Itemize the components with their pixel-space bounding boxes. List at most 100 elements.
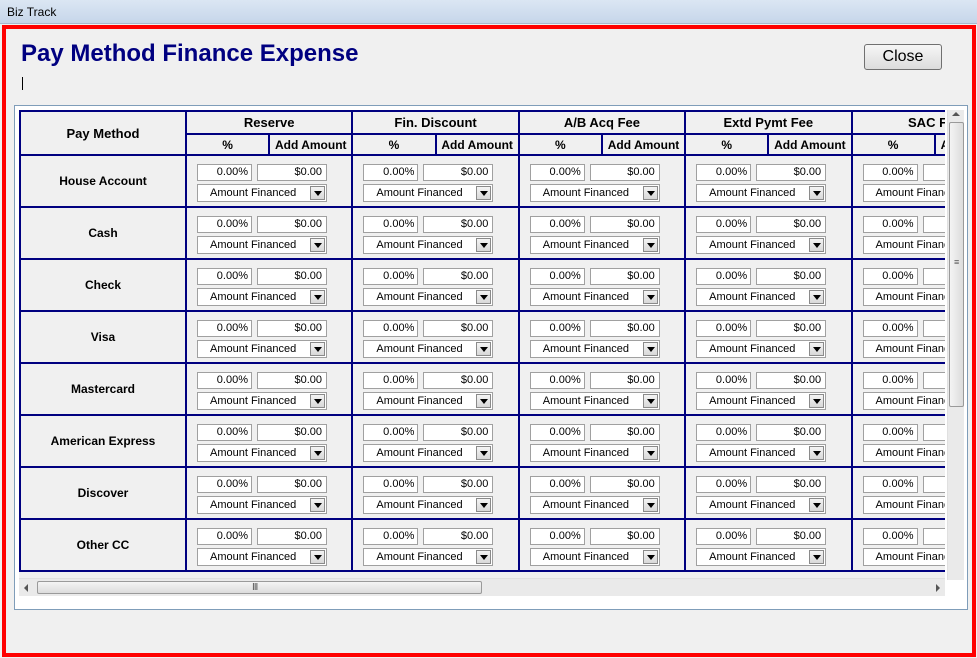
add-amount-input[interactable]: $0.00 [922,320,945,337]
basis-select[interactable]: Amount Financed [529,548,660,566]
horizontal-scrollbar[interactable]: III [19,578,945,596]
chevron-down-icon[interactable] [809,186,825,200]
add-amount-input[interactable]: $0.00 [257,164,327,181]
basis-select[interactable]: Amount Financed [363,236,494,254]
basis-select[interactable]: Amount Financed [197,392,327,410]
percent-input[interactable]: 0.00% [529,216,585,233]
basis-select[interactable]: Amount Financed [197,548,327,566]
add-amount-input[interactable]: $0.00 [922,268,945,285]
basis-select[interactable]: Amount Financed [862,236,945,254]
scroll-left-icon[interactable] [24,584,28,592]
chevron-down-icon[interactable] [476,498,492,512]
percent-input[interactable]: 0.00% [197,424,252,441]
percent-input[interactable]: 0.00% [529,372,585,389]
scroll-right-icon[interactable] [936,584,940,592]
percent-input[interactable]: 0.00% [197,476,252,493]
chevron-down-icon[interactable] [310,550,325,564]
basis-select[interactable]: Amount Financed [696,444,827,462]
percent-input[interactable]: 0.00% [862,372,918,389]
basis-select[interactable]: Amount Financed [197,236,327,254]
basis-select[interactable]: Amount Financed [862,496,945,514]
chevron-down-icon[interactable] [642,498,658,512]
chevron-down-icon[interactable] [809,446,825,460]
percent-input[interactable]: 0.00% [529,268,585,285]
add-amount-input[interactable]: $0.00 [922,164,945,181]
basis-select[interactable]: Amount Financed [197,496,327,514]
basis-select[interactable]: Amount Financed [862,548,945,566]
basis-select[interactable]: Amount Financed [529,184,660,202]
vertical-scrollbar[interactable]: ≡ [947,110,964,580]
add-amount-input[interactable]: $0.00 [423,424,494,441]
basis-select[interactable]: Amount Financed [363,340,494,358]
percent-input[interactable]: 0.00% [862,528,918,545]
percent-input[interactable]: 0.00% [529,424,585,441]
add-amount-input[interactable]: $0.00 [257,528,327,545]
basis-select[interactable]: Amount Financed [197,288,327,306]
chevron-down-icon[interactable] [476,290,492,304]
basis-select[interactable]: Amount Financed [696,496,827,514]
close-button[interactable]: Close [864,44,942,70]
basis-select[interactable]: Amount Financed [862,392,945,410]
basis-select[interactable]: Amount Financed [197,184,327,202]
chevron-down-icon[interactable] [809,550,825,564]
add-amount-input[interactable]: $0.00 [589,268,660,285]
chevron-down-icon[interactable] [642,342,658,356]
basis-select[interactable]: Amount Financed [529,288,660,306]
add-amount-input[interactable]: $0.00 [423,372,494,389]
add-amount-input[interactable]: $0.00 [756,424,827,441]
basis-select[interactable]: Amount Financed [529,392,660,410]
add-amount-input[interactable]: $0.00 [423,320,494,337]
basis-select[interactable]: Amount Financed [529,444,660,462]
add-amount-input[interactable]: $0.00 [922,528,945,545]
chevron-down-icon[interactable] [310,290,325,304]
basis-select[interactable]: Amount Financed [696,236,827,254]
percent-input[interactable]: 0.00% [197,528,252,545]
add-amount-input[interactable]: $0.00 [257,372,327,389]
add-amount-input[interactable]: $0.00 [257,476,327,493]
basis-select[interactable]: Amount Financed [696,392,827,410]
chevron-down-icon[interactable] [642,290,658,304]
chevron-down-icon[interactable] [476,238,492,252]
percent-input[interactable]: 0.00% [363,164,419,181]
chevron-down-icon[interactable] [642,446,658,460]
chevron-down-icon[interactable] [809,498,825,512]
chevron-down-icon[interactable] [642,550,658,564]
percent-input[interactable]: 0.00% [696,320,752,337]
add-amount-input[interactable]: $0.00 [257,268,327,285]
add-amount-input[interactable]: $0.00 [257,424,327,441]
chevron-down-icon[interactable] [476,394,492,408]
add-amount-input[interactable]: $0.00 [922,476,945,493]
basis-select[interactable]: Amount Financed [197,444,327,462]
add-amount-input[interactable]: $0.00 [423,476,494,493]
basis-select[interactable]: Amount Financed [363,496,494,514]
percent-input[interactable]: 0.00% [862,216,918,233]
chevron-down-icon[interactable] [310,186,325,200]
add-amount-input[interactable]: $0.00 [922,424,945,441]
percent-input[interactable]: 0.00% [862,320,918,337]
percent-input[interactable]: 0.00% [696,164,752,181]
percent-input[interactable]: 0.00% [363,268,419,285]
percent-input[interactable]: 0.00% [197,164,252,181]
basis-select[interactable]: Amount Financed [363,548,494,566]
add-amount-input[interactable]: $0.00 [589,476,660,493]
percent-input[interactable]: 0.00% [363,372,419,389]
percent-input[interactable]: 0.00% [529,320,585,337]
chevron-down-icon[interactable] [310,498,325,512]
add-amount-input[interactable]: $0.00 [756,320,827,337]
basis-select[interactable]: Amount Financed [363,288,494,306]
chevron-down-icon[interactable] [476,446,492,460]
basis-select[interactable]: Amount Financed [363,444,494,462]
chevron-down-icon[interactable] [310,446,325,460]
chevron-down-icon[interactable] [476,342,492,356]
basis-select[interactable]: Amount Financed [529,236,660,254]
basis-select[interactable]: Amount Financed [696,548,827,566]
chevron-down-icon[interactable] [809,290,825,304]
percent-input[interactable]: 0.00% [862,268,918,285]
basis-select[interactable]: Amount Financed [529,340,660,358]
add-amount-input[interactable]: $0.00 [257,320,327,337]
horizontal-scroll-thumb[interactable]: III [37,581,482,594]
chevron-down-icon[interactable] [809,394,825,408]
basis-select[interactable]: Amount Financed [696,288,827,306]
add-amount-input[interactable]: $0.00 [756,372,827,389]
add-amount-input[interactable]: $0.00 [922,216,945,233]
